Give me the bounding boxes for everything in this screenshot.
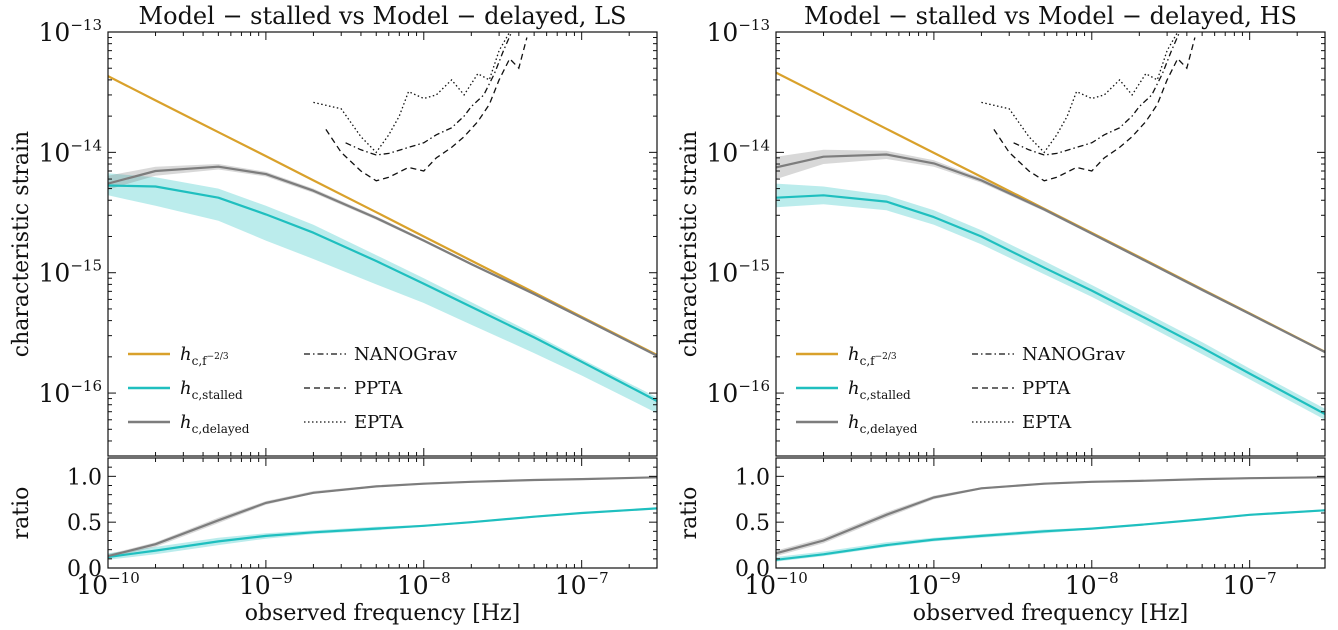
chart-panel: 10−13 10−14 10−15 10−16 10−10 10−9 10−8 10−7 0.0… (9, 2, 658, 626)
y-tick-label: 10−13 (707, 16, 770, 47)
ratio-tick-label: 1.0 (735, 465, 770, 490)
y-tick-label: 10−13 (39, 16, 102, 47)
legend-label: hc,f−2/3 (180, 344, 229, 368)
main-plot-area (108, 32, 657, 414)
legend-label: PPTA (1022, 378, 1071, 399)
main-axes-frame (107, 31, 658, 457)
legend-label: hc,stalled (180, 378, 243, 402)
main-plot-area (776, 32, 1325, 420)
x-tick-label: 10−10 (76, 569, 139, 600)
ratio-tick-label: 0.5 (67, 511, 102, 536)
ratio-plot-area (776, 476, 1325, 562)
uncertainty-band (776, 149, 1325, 354)
legend-label: hc,delayed (180, 412, 250, 436)
chart-panel: 10−13 10−14 10−15 10−16 10−10 10−9 10−8 10−7 0.0… (677, 2, 1326, 626)
legend-label: NANOGrav (354, 344, 458, 365)
y-tick-label: 10−16 (39, 377, 102, 408)
legend-label: EPTA (354, 412, 404, 433)
y-tick-label: 10−14 (707, 136, 770, 167)
uncertainty-band (108, 173, 657, 414)
ratio-line (776, 509, 1325, 561)
legend-label: hc,f−2/3 (848, 344, 897, 368)
x-tick-label: 10−9 (907, 569, 961, 600)
ratio-line (108, 476, 657, 558)
y-axis-label: characteristic strain (9, 131, 34, 357)
x-tick-label: 10−10 (744, 569, 807, 600)
y-tick-label: 10−15 (39, 257, 102, 288)
chart-title: Model − stalled vs Model − delayed, HS (804, 2, 1297, 30)
legend: hc,f−2/3 hc,stalled hc,delayed NANOGrav PPTA… (128, 344, 458, 436)
series-line (776, 153, 1325, 354)
y-tick-label: 10−16 (707, 377, 770, 408)
x-tick-label: 10−7 (1223, 569, 1277, 600)
ratio-band (776, 477, 1325, 557)
ratio-axes-frame (775, 457, 1326, 569)
pta-limit-ppta (325, 37, 528, 182)
legend-label: NANOGrav (1022, 344, 1126, 365)
tick-marks (775, 31, 1326, 569)
legend-label: hc,delayed (848, 412, 918, 436)
ratio-tick-label: 0.5 (735, 511, 770, 536)
legend-label: EPTA (1022, 412, 1072, 433)
series-line (776, 194, 1325, 415)
ratio-plot-area (108, 476, 657, 560)
pta-limit-epta (313, 32, 511, 154)
ratio-line (776, 476, 1325, 555)
ratio-band (776, 509, 1325, 562)
legend-label: PPTA (354, 378, 403, 399)
x-axis-label: observed frequency [Hz] (913, 601, 1188, 626)
ratio-tick-label: 0.0 (67, 557, 102, 582)
legend-label: hc,stalled (848, 378, 911, 402)
main-axes-frame (775, 31, 1326, 457)
x-tick-label: 10−7 (555, 569, 609, 600)
ratio-tick-label: 0.0 (735, 557, 770, 582)
ratio-line (108, 507, 657, 559)
y-axis-label: characteristic strain (677, 131, 702, 357)
x-axis-label: observed frequency [Hz] (245, 601, 520, 626)
ratio-axis-label: ratio (9, 487, 34, 540)
series-line (108, 165, 657, 357)
series-line (108, 75, 657, 356)
pta-limit-nanograv (345, 32, 513, 156)
series-line (108, 184, 657, 402)
y-tick-label: 10−14 (39, 136, 102, 167)
pta-limit-epta (981, 32, 1179, 154)
y-tick-label: 10−15 (707, 257, 770, 288)
tick-marks (107, 31, 658, 569)
ratio-axis-label: ratio (677, 487, 702, 540)
pta-limit-ppta (993, 37, 1196, 182)
x-tick-label: 10−8 (1065, 569, 1119, 600)
pta-limit-nanograv (1013, 32, 1181, 156)
ratio-tick-label: 1.0 (67, 465, 102, 490)
x-tick-label: 10−8 (397, 569, 451, 600)
chart-title: Model − stalled vs Model − delayed, LS (139, 2, 627, 30)
legend: hc,f−2/3 hc,stalled hc,delayed NANOGrav PPTA… (796, 344, 1126, 436)
x-tick-label: 10−9 (239, 569, 293, 600)
